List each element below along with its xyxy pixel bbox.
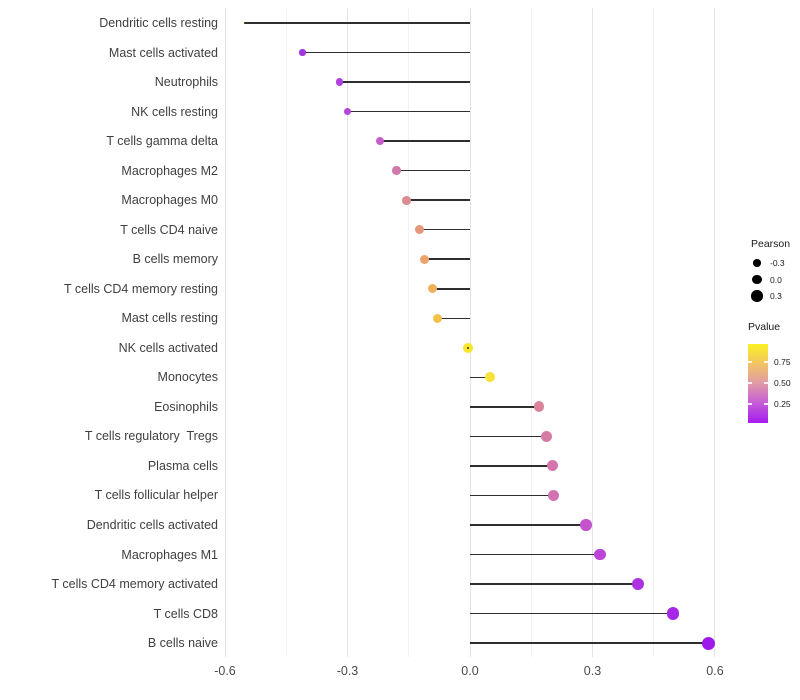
lollipop-point	[335, 78, 343, 86]
lollipop-point	[392, 166, 401, 175]
size-legend-circle	[751, 290, 763, 302]
y-axis-label: Mast cells resting	[121, 311, 218, 326]
y-axis-label: Dendritic cells resting	[99, 16, 218, 30]
color-legend-title: Pvalue	[748, 321, 781, 333]
lollipop-stem	[339, 81, 470, 83]
size-legend-title: Pearson	[751, 238, 791, 250]
x-tick-label: 0.3	[583, 664, 602, 678]
colorbar-tick	[748, 403, 752, 405]
lollipop-stem	[424, 258, 470, 260]
lollipop-stem	[437, 317, 470, 320]
lollipop-point	[666, 607, 680, 620]
lollipop-stem	[470, 642, 709, 644]
lollipop-point	[632, 577, 645, 591]
lollipop-stem	[470, 553, 600, 556]
lollipop-point	[541, 430, 553, 442]
y-axis-label: B cells memory	[132, 252, 218, 267]
y-axis-label: T cells CD4 naive	[120, 222, 218, 237]
size-legend-circle	[753, 259, 761, 267]
gridline-minor	[653, 8, 655, 657]
lollipop-stem	[302, 51, 470, 54]
gridline-major	[224, 8, 226, 657]
y-axis-label: Dendritic cells activated	[86, 518, 218, 532]
y-axis-label: T cells CD4 memory activated	[51, 577, 219, 592]
lollipop-stem	[380, 140, 470, 142]
lollipop-point	[580, 519, 592, 531]
gridline-major	[714, 8, 716, 657]
lollipop-point	[415, 225, 425, 235]
lollipop-stem	[470, 612, 673, 615]
y-axis-label: NK cells activated	[118, 340, 218, 355]
lollipop-point	[343, 107, 352, 116]
colorbar-tick-label: 0.25	[774, 398, 791, 409]
y-axis-label: B cells naive	[147, 636, 218, 651]
x-tick-label: 0.0	[461, 664, 479, 678]
gridline-minor	[530, 8, 532, 657]
lollipop-stem	[396, 169, 470, 172]
gridline-major	[469, 8, 471, 657]
y-axis-label: NK cells resting	[131, 104, 218, 119]
y-axis-label: Macrophages M1	[121, 547, 218, 562]
y-axis-label: T cells gamma delta	[106, 134, 218, 149]
lollipop-point	[546, 460, 558, 472]
x-tick-label: 0.6	[706, 664, 724, 678]
y-axis-label: Eosinophils	[154, 399, 218, 414]
lollipop-point	[299, 49, 306, 56]
lollipop-stem	[470, 494, 554, 497]
lollipop-stem	[470, 583, 639, 585]
y-axis-label: Macrophages M0	[121, 193, 218, 208]
point-center-dot	[466, 346, 470, 350]
lollipop-stem	[347, 110, 470, 113]
y-axis-label: T cells regulatory Tregs	[84, 429, 218, 444]
colorbar-tick	[764, 403, 768, 405]
colorbar-tick	[748, 361, 752, 364]
x-tick-label: -0.6	[214, 664, 236, 678]
y-axis-label: Monocytes	[157, 370, 218, 385]
lollipop-stem	[470, 465, 553, 467]
y-axis-label: Neutrophils	[154, 75, 218, 90]
lollipop-stem	[470, 406, 539, 408]
lollipop-stem	[470, 435, 547, 438]
point-center-dot	[244, 21, 247, 25]
lollipop-stem	[406, 199, 470, 201]
size-legend-circle	[752, 274, 762, 285]
lollipop-stem	[470, 376, 490, 379]
lollipop-point	[547, 489, 559, 502]
lollipop-point	[533, 401, 545, 413]
colorbar-tick	[764, 361, 768, 364]
lollipop-point	[701, 636, 715, 650]
lollipop-stem	[419, 228, 470, 231]
y-axis-label: T cells CD8	[153, 606, 218, 621]
lollipop-stem	[245, 22, 470, 24]
gridline-minor	[408, 8, 410, 657]
lollipop-point	[402, 195, 412, 205]
y-axis-label: Macrophages M2	[121, 163, 218, 178]
size-legend-label: -0.3	[770, 258, 785, 268]
y-axis-label: Mast cells activated	[108, 45, 218, 60]
colorbar-tick	[764, 382, 768, 384]
lollipop-point	[428, 284, 438, 294]
x-tick-label: -0.3	[336, 664, 359, 678]
lollipop-point	[484, 372, 496, 383]
gridline-major	[347, 8, 348, 657]
colorbar-tick	[748, 382, 752, 384]
colorbar-tick-label: 0.75	[774, 357, 791, 368]
lollipop-point	[376, 137, 385, 146]
size-legend-label: 0.3	[770, 291, 782, 301]
y-axis-label: Plasma cells	[147, 458, 218, 473]
colorbar-tick-label: 0.50	[774, 378, 791, 389]
lollipop-point	[419, 254, 429, 264]
lollipop-point	[433, 313, 443, 323]
lollipop-stem	[470, 524, 586, 526]
y-axis-label: T cells CD4 memory resting	[64, 281, 218, 296]
pvalue-colorbar	[748, 344, 768, 423]
gridline-major	[591, 8, 593, 657]
gridline-minor	[285, 8, 287, 657]
size-legend-label: 0.0	[770, 274, 782, 285]
y-axis-label: T cells follicular helper	[94, 488, 218, 503]
lollipop-stem	[432, 288, 470, 290]
lollipop-point	[593, 548, 606, 561]
